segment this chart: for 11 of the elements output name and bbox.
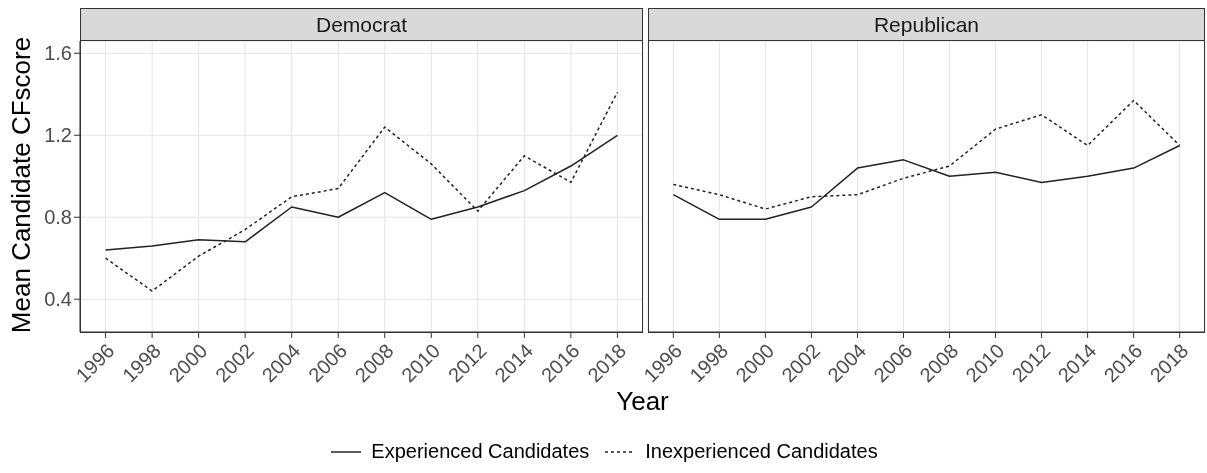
legend-label: Inexperienced Candidates	[645, 440, 878, 463]
line-series	[104, 91, 619, 292]
y-axis-title: Mean Candidate CFscore	[6, 36, 36, 334]
panel-header: Republican	[648, 8, 1205, 41]
panel-header: Democrat	[80, 8, 643, 41]
x-axis-title: Year	[615, 386, 670, 417]
legend-label: Experienced Candidates	[371, 440, 590, 463]
y-tick-label: 0.8	[44, 206, 72, 229]
y-tick-label: 0.4	[44, 288, 72, 311]
y-tick-label: 1.6	[44, 42, 72, 65]
y-tick-label: 1.2	[44, 124, 72, 147]
